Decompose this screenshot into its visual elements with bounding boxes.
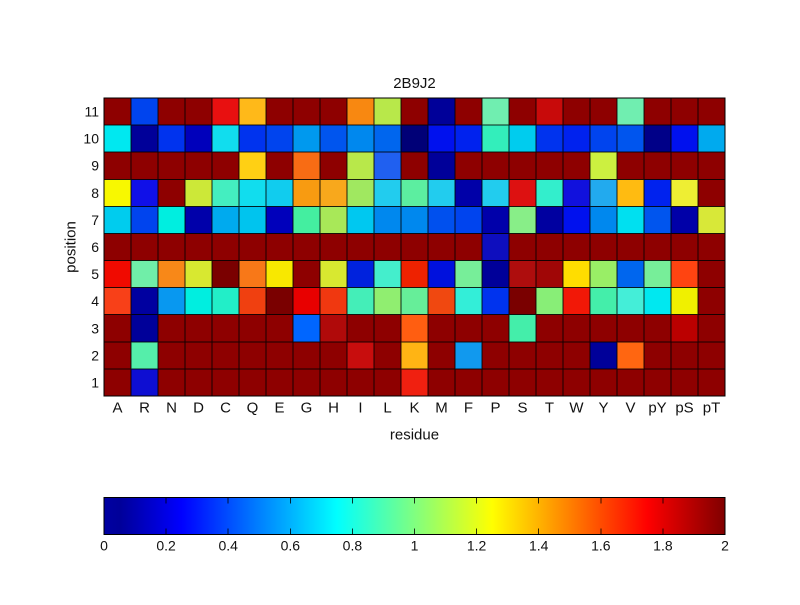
svg-text:W: W [569, 400, 584, 417]
svg-text:L: L [383, 400, 391, 417]
svg-text:2: 2 [721, 538, 729, 554]
svg-text:M: M [435, 400, 448, 417]
svg-text:R: R [139, 400, 150, 417]
svg-text:1.2: 1.2 [467, 538, 487, 554]
svg-text:3: 3 [91, 320, 99, 336]
svg-text:F: F [464, 400, 473, 417]
svg-text:1.4: 1.4 [529, 538, 549, 554]
svg-text:residue: residue [390, 427, 439, 444]
svg-text:G: G [301, 400, 313, 417]
svg-text:H: H [328, 400, 339, 417]
svg-text:pY: pY [648, 400, 666, 417]
svg-text:0.2: 0.2 [156, 538, 176, 554]
svg-text:2: 2 [91, 347, 99, 363]
svg-text:D: D [193, 400, 204, 417]
svg-text:0.8: 0.8 [343, 538, 363, 554]
svg-text:position: position [63, 221, 80, 273]
svg-text:1.6: 1.6 [591, 538, 611, 554]
svg-text:T: T [545, 400, 554, 417]
svg-text:A: A [112, 400, 122, 417]
svg-text:7: 7 [91, 212, 99, 228]
svg-text:8: 8 [91, 185, 99, 201]
svg-text:1: 1 [411, 538, 419, 554]
svg-text:2B9J2: 2B9J2 [393, 75, 436, 92]
svg-text:Q: Q [247, 400, 259, 417]
svg-text:1.8: 1.8 [653, 538, 673, 554]
svg-text:1: 1 [91, 375, 99, 391]
svg-text:5: 5 [91, 266, 99, 282]
svg-text:9: 9 [91, 158, 99, 174]
svg-text:pS: pS [675, 400, 693, 417]
svg-text:11: 11 [84, 104, 99, 120]
svg-text:0.4: 0.4 [218, 538, 238, 554]
svg-text:C: C [220, 400, 231, 417]
svg-text:4: 4 [91, 293, 99, 309]
svg-text:0.6: 0.6 [281, 538, 301, 554]
svg-text:P: P [490, 400, 500, 417]
svg-text:I: I [358, 400, 362, 417]
svg-text:10: 10 [83, 131, 99, 147]
svg-text:S: S [517, 400, 527, 417]
svg-text:V: V [625, 400, 635, 417]
svg-text:6: 6 [91, 239, 99, 255]
svg-text:K: K [409, 400, 419, 417]
svg-text:0: 0 [100, 538, 108, 554]
svg-text:N: N [166, 400, 177, 417]
svg-text:Y: Y [598, 400, 608, 417]
svg-text:pT: pT [703, 400, 721, 417]
svg-text:E: E [274, 400, 284, 417]
